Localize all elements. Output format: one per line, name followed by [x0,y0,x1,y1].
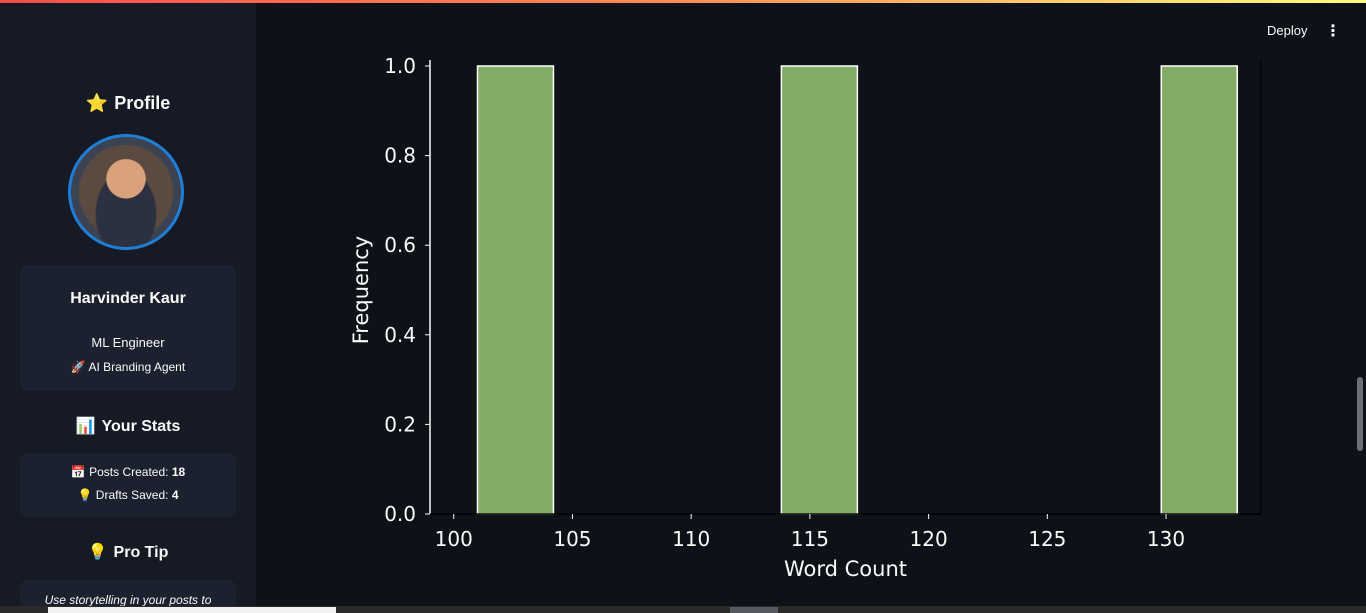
profile-card: Harvinder Kaur ML Engineer 🚀 AI Branding… [20,265,236,391]
more-vertical-icon[interactable]: ⋮ [1325,21,1341,40]
histogram-bar [780,65,859,515]
histogram-bar [476,65,555,515]
stats-card: 📅 Posts Created: 18 💡 Drafts Saved: 4 [20,453,236,517]
user-name: Harvinder Kaur [70,290,186,307]
bar-chart-icon: 📊 [75,416,96,435]
horizontal-scroll-region [48,607,336,613]
lightbulb-icon: 💡 [77,488,93,502]
labels-group: 0.0 0.2 0.4 0.6 0.8 1.0 100 105 110 115 120 125 130 W… [349,54,1185,581]
user-role: ML Engineer [91,335,165,350]
y-axis-label: Frequency [349,236,373,345]
x-tick-label: 120 [910,527,948,551]
stats-heading: 📊 Your Stats [75,416,181,435]
bars-group [476,65,1239,515]
y-tick-label: 0.6 [384,233,416,257]
pro-tip-heading: 💡 Pro Tip [87,542,169,561]
y-tick-label: 1.0 [384,54,416,78]
lightbulb-icon: 💡 [87,542,108,561]
drafts-saved: 💡 Drafts Saved: 4 [77,488,179,502]
sidebar: ⭐ Profile Harvinder Kaur ML Engineer 🚀 AI… [0,3,256,613]
posts-created: 📅 Posts Created: 18 [70,465,186,479]
star-icon: ⭐ [85,93,109,114]
y-tick-label: 0.8 [384,144,416,168]
top-accent-bar [0,0,1366,3]
x-tick-label: 110 [672,527,710,551]
x-tick-label: 115 [791,527,829,551]
profile-heading: ⭐ Profile [85,93,171,114]
deploy-button[interactable]: Deploy [1267,23,1308,38]
x-tick-label: 130 [1147,527,1185,551]
axes-group [425,60,1262,519]
x-tick-label: 105 [553,527,591,551]
calendar-icon: 📅 [70,465,86,479]
x-axis-label: Word Count [784,557,907,581]
x-tick-label: 100 [435,527,473,551]
y-tick-label: 0.0 [384,502,416,526]
histogram-bar [1160,65,1239,515]
x-tick-label: 125 [1028,527,1066,551]
y-tick-label: 0.4 [384,323,416,347]
user-agent: 🚀 AI Branding Agent [70,360,186,374]
pro-tip-text: Use storytelling in your posts to [44,593,212,607]
avatar [68,134,184,250]
y-tick-label: 0.2 [384,412,416,436]
vertical-scrollbar[interactable] [1357,377,1363,451]
horizontal-scrollbar-track [0,606,1366,613]
word-count-histogram: 0.0 0.2 0.4 0.6 0.8 1.0 100 105 110 115 120 125 130 W… [349,54,1262,581]
horizontal-scrollbar-thumb[interactable] [730,607,778,613]
rocket-icon: 🚀 [70,360,86,374]
